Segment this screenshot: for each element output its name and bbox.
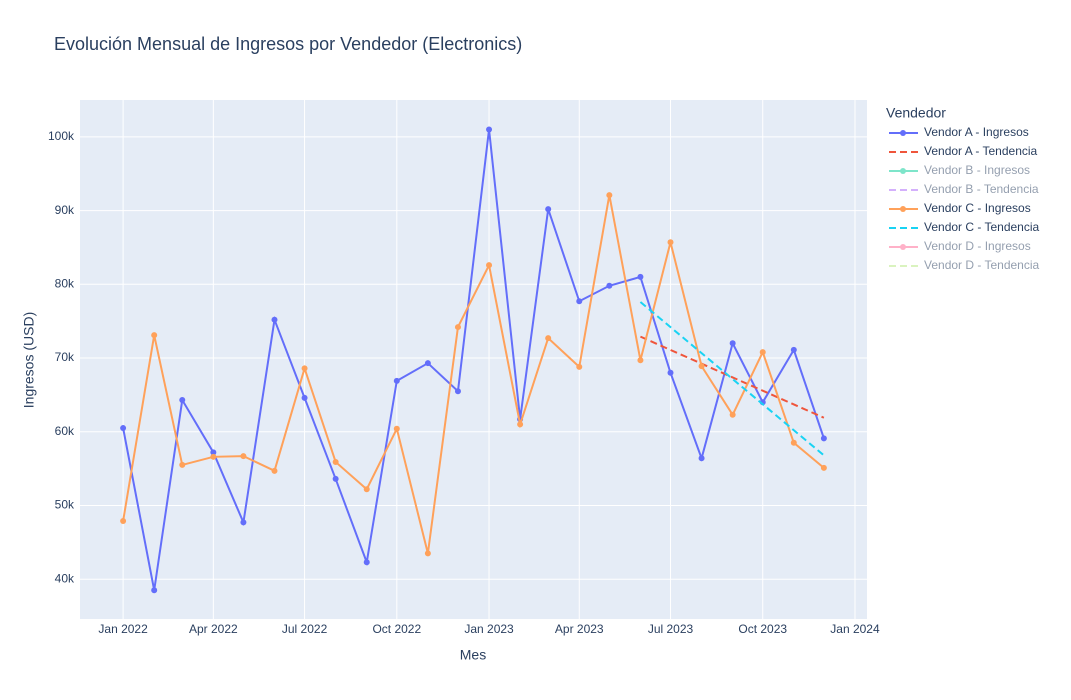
legend-item[interactable]: Vendor C - Tendencia xyxy=(889,220,1040,234)
data-point xyxy=(151,332,158,339)
data-point xyxy=(637,357,644,364)
data-point xyxy=(151,587,158,594)
y-tick-label: 50k xyxy=(55,498,75,512)
data-point xyxy=(820,435,827,442)
data-point xyxy=(790,346,797,353)
legend-item[interactable]: Vendor B - Tendencia xyxy=(889,182,1039,196)
legend-marker xyxy=(900,130,906,136)
data-point xyxy=(332,458,339,465)
x-tick-label: Jul 2022 xyxy=(282,622,328,636)
data-point xyxy=(210,453,217,460)
data-point xyxy=(759,349,766,356)
y-tick-label: 100k xyxy=(48,129,75,143)
data-point xyxy=(576,363,583,370)
data-point xyxy=(393,377,400,384)
legend-label: Vendor A - Tendencia xyxy=(924,144,1038,158)
series-line xyxy=(122,194,825,554)
legend-label: Vendor C - Tendencia xyxy=(924,220,1040,234)
legend-marker xyxy=(900,206,906,212)
legend-marker xyxy=(900,168,906,174)
data-point xyxy=(271,316,278,323)
x-tick-label: Apr 2022 xyxy=(189,622,238,636)
series-line xyxy=(122,129,825,591)
legend-marker xyxy=(900,244,906,250)
x-tick-label: Jan 2022 xyxy=(98,622,148,636)
data-point xyxy=(545,335,552,342)
data-point xyxy=(576,298,583,305)
data-point xyxy=(363,486,370,493)
x-tick-label: Oct 2023 xyxy=(738,622,787,636)
data-point xyxy=(179,461,186,468)
legend-item[interactable]: Vendor B - Ingresos xyxy=(889,163,1030,177)
legend-item[interactable]: Vendor A - Ingresos xyxy=(889,125,1029,139)
legend-label: Vendor A - Ingresos xyxy=(924,125,1029,139)
data-point xyxy=(606,192,613,199)
chart-title: Evolución Mensual de Ingresos por Vended… xyxy=(54,34,522,54)
data-point xyxy=(637,273,644,280)
data-point xyxy=(729,411,736,418)
data-point xyxy=(517,421,524,428)
data-point xyxy=(424,550,431,557)
legend-label: Vendor B - Tendencia xyxy=(924,182,1039,196)
data-point xyxy=(393,425,400,432)
y-axis-title: Ingresos (USD) xyxy=(21,312,37,408)
y-tick-label: 90k xyxy=(55,203,75,217)
y-tick-label: 70k xyxy=(55,350,75,364)
y-tick-label: 60k xyxy=(55,424,75,438)
data-point xyxy=(667,239,674,246)
legend-label: Vendor C - Ingresos xyxy=(924,201,1031,215)
legend-label: Vendor D - Ingresos xyxy=(924,239,1031,253)
series-line xyxy=(640,335,825,419)
data-point xyxy=(606,282,613,289)
data-point xyxy=(545,206,552,213)
data-point xyxy=(698,363,705,370)
data-point xyxy=(179,397,186,404)
x-tick-label: Apr 2023 xyxy=(555,622,604,636)
legend-item[interactable]: Vendor D - Ingresos xyxy=(889,239,1031,253)
data-point xyxy=(667,369,674,376)
data-point xyxy=(332,475,339,482)
data-point xyxy=(271,467,278,474)
x-tick-label: Oct 2022 xyxy=(372,622,421,636)
x-axis-title: Mes xyxy=(460,647,486,663)
data-point xyxy=(424,360,431,367)
legend-item[interactable]: Vendor A - Tendencia xyxy=(889,144,1038,158)
data-point xyxy=(120,425,127,432)
x-tick-label: Jan 2024 xyxy=(830,622,880,636)
data-point xyxy=(210,449,217,456)
legend-label: Vendor B - Ingresos xyxy=(924,163,1030,177)
legend-label: Vendor D - Tendencia xyxy=(924,258,1040,272)
data-point xyxy=(698,455,705,462)
y-tick-label: 80k xyxy=(55,276,75,290)
legend-title: Vendedor xyxy=(886,105,946,121)
data-point xyxy=(454,324,461,331)
data-point xyxy=(790,439,797,446)
y-tick-label: 40k xyxy=(55,571,75,585)
data-point xyxy=(486,262,493,269)
data-point xyxy=(820,464,827,471)
x-tick-label: Jul 2023 xyxy=(648,622,694,636)
x-tick-label: Jan 2023 xyxy=(464,622,514,636)
data-point xyxy=(120,517,127,524)
data-point xyxy=(240,453,247,460)
data-point xyxy=(454,388,461,395)
plot-area xyxy=(80,100,867,619)
series-line xyxy=(639,301,825,457)
legend-item[interactable]: Vendor D - Tendencia xyxy=(889,258,1040,272)
data-point xyxy=(729,340,736,347)
legend-item[interactable]: Vendor C - Ingresos xyxy=(889,201,1031,215)
data-point xyxy=(240,519,247,526)
data-point xyxy=(486,126,493,133)
data-point xyxy=(301,365,308,372)
data-point xyxy=(363,559,370,566)
data-point xyxy=(301,394,308,401)
